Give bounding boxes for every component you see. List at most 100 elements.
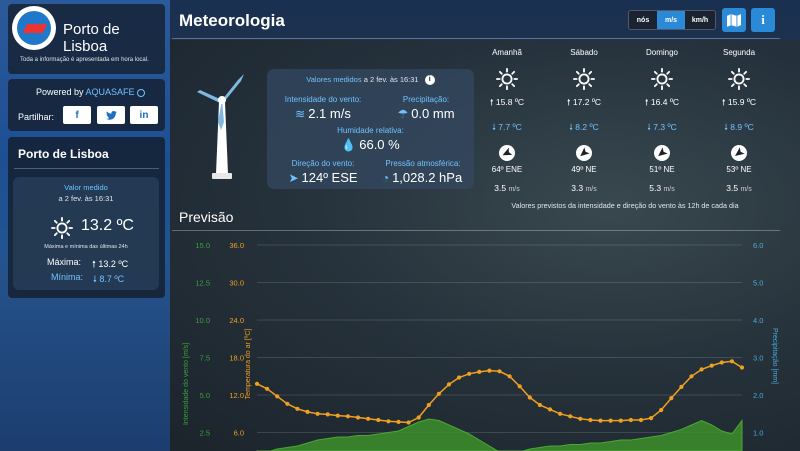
axis-tick-label: 30.0 [229, 279, 244, 288]
temperature-point[interactable] [659, 407, 664, 413]
day-max-temp: 🠕 16.4 ºC [644, 97, 680, 107]
temperature-point[interactable] [315, 411, 320, 416]
temperature-point[interactable] [547, 407, 553, 412]
axis-tick-label: 5.0 [753, 279, 763, 288]
day-wind-speed: 3.3 m/s [571, 183, 597, 193]
temperature-point[interactable] [699, 367, 704, 372]
temperature-point[interactable] [618, 418, 623, 423]
temperature-point[interactable] [386, 419, 391, 424]
temperature-point[interactable] [295, 406, 300, 411]
temperature-point[interactable] [265, 386, 270, 391]
temperature-point[interactable] [275, 394, 280, 399]
axis-tick-label: 10.0 [195, 316, 210, 325]
day-name: Sábado [570, 48, 598, 57]
divider [14, 168, 159, 169]
temperature-point[interactable] [396, 419, 401, 424]
axis-tick-label: 12.0 [229, 391, 244, 400]
temperature-point[interactable] [709, 363, 714, 368]
temperature-point[interactable] [608, 418, 613, 423]
wind-axis-title: Intensidade do vento [m/s] [183, 343, 190, 425]
location-panel: Porto de Lisboa Valor medido a 2 fev. às… [8, 137, 165, 298]
unit-kmh-button[interactable]: km/h [685, 11, 715, 29]
temperature-point[interactable] [729, 359, 735, 364]
wind-direction-value: ➤ 124º ESE [288, 170, 358, 185]
temperature-point[interactable] [254, 381, 260, 386]
axis-tick-label: 18.0 [229, 354, 244, 363]
gauge-icon: ◔ [381, 171, 390, 185]
temperature-point[interactable] [598, 418, 603, 423]
temperature-point[interactable] [537, 402, 542, 408]
measured-value-label: Valor medido [64, 183, 108, 192]
wind-speed-label: Intensidade do vento: [284, 95, 362, 104]
temperature-point[interactable] [376, 417, 381, 423]
temperature-point[interactable] [628, 417, 633, 423]
axis-tick-label: 2.5 [200, 429, 210, 438]
temperature-point[interactable] [719, 360, 724, 365]
aquasafe-link[interactable]: AQUASAFE [85, 87, 135, 97]
day-max-temp: 🠕 15.8 ºC [489, 97, 525, 107]
temperature-point[interactable] [325, 412, 330, 417]
axis-tick-label: 1.0 [753, 429, 763, 438]
rain-cloud-icon: ☂ [397, 107, 409, 121]
temperature-point[interactable] [426, 402, 431, 408]
temperature-point[interactable] [689, 374, 694, 379]
temperature-point[interactable] [578, 416, 583, 421]
temperature-point[interactable] [457, 375, 462, 380]
temperature-point[interactable] [477, 369, 482, 374]
temperature-point[interactable] [568, 414, 573, 419]
day-wind-direction: 51º NE [649, 165, 675, 174]
axis-tick-label: 6.0 [234, 429, 244, 438]
temperature-point[interactable] [679, 384, 684, 389]
temperature-point[interactable] [416, 415, 421, 420]
day-max-temp: 🠕 17.2 ºC [566, 97, 602, 107]
temperature-point[interactable] [669, 396, 674, 401]
humidity-label: Humidade relativa: [337, 126, 404, 135]
info-icon[interactable]: i [424, 75, 435, 86]
axis-tick-label: 24.0 [229, 316, 244, 325]
current-temperature: 13.2 ºC [81, 217, 134, 234]
forecast-chart[interactable]: 15.0 12.5 10.0 7.5 5.0 2.5 36.0 30.0 24.0 18.0 12… [172, 236, 780, 451]
humidity-value: 💧 66.0 % [341, 137, 400, 152]
port-logo-icon[interactable] [12, 6, 56, 50]
temperature-point[interactable] [406, 420, 411, 425]
info-button[interactable]: i [751, 8, 775, 32]
temperature-point[interactable] [305, 409, 310, 414]
brand-title[interactable]: Porto de Lisboa [63, 21, 120, 55]
temperature-point[interactable] [467, 371, 472, 376]
temperature-point[interactable] [345, 414, 350, 419]
precipitation-label: Precipitação: [402, 95, 450, 104]
temperature-point[interactable] [446, 382, 452, 387]
temperature-point[interactable] [649, 416, 654, 421]
share-linkedin-button[interactable]: in [130, 106, 158, 124]
temperature-point[interactable] [285, 401, 290, 406]
temperature-point[interactable] [497, 369, 502, 374]
day-wind-speed: 3.5 m/s [726, 183, 752, 193]
page-title: Meteorologia [179, 11, 285, 30]
temperature-point[interactable] [558, 411, 563, 416]
axis-tick-label: 12.5 [195, 279, 210, 288]
temperature-point[interactable] [335, 413, 340, 418]
temperature-point[interactable] [487, 368, 492, 373]
arrow-down-icon: 🠗 [93, 274, 100, 284]
temperature-point[interactable] [638, 417, 644, 423]
share-twitter-button[interactable] [97, 106, 125, 124]
measured-header-label: Valores medidos [306, 75, 362, 84]
powered-label: Powered by [36, 87, 84, 97]
share-facebook-button[interactable]: f [63, 106, 91, 124]
temperature-point[interactable] [507, 374, 512, 379]
temperature-point[interactable] [436, 391, 441, 396]
temperature-point[interactable] [527, 395, 532, 400]
min-label: Mínima: [51, 272, 84, 282]
map-button[interactable] [722, 8, 746, 32]
sun-icon [651, 68, 673, 90]
day-wind-direction: 53º NE [726, 165, 752, 174]
temperature-point[interactable] [739, 365, 745, 370]
unit-ms-button[interactable]: m/s [657, 11, 685, 29]
axis-tick-label: 5.0 [200, 391, 210, 400]
temperature-point[interactable] [366, 416, 371, 421]
unit-knots-button[interactable]: nós [629, 11, 657, 29]
temperature-point[interactable] [517, 384, 522, 389]
temperature-point[interactable] [588, 417, 593, 423]
temperature-point[interactable] [355, 415, 361, 420]
wind-speed-value: ≋ 2.1 m/s [295, 106, 351, 121]
